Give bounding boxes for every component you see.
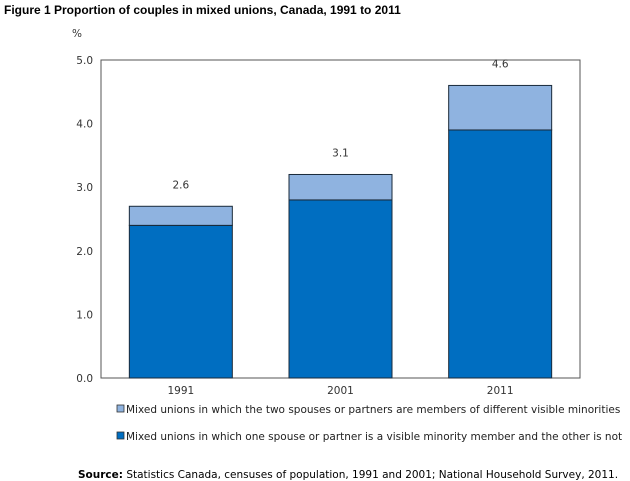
source-note: Source: Statistics Canada, censuses of p… [78,469,618,481]
y-tick-label: 4.0 [76,119,93,131]
legend-swatch [116,404,125,413]
bar-segment-2001-series-1 [288,173,393,201]
total-data-label: 3.1 [332,147,349,159]
y-tick-label: 5.0 [76,55,93,67]
bar-segment-1991-series-0 [128,224,233,379]
x-tick-label: 1991 [167,385,194,397]
source-label: Source: [78,469,123,481]
y-tick-label: 1.0 [76,309,93,321]
chart-title: Figure 1 Proportion of couples in mixed … [4,3,401,17]
bar-segment-2011-series-0 [448,129,553,379]
legend-entry: Mixed unions in which the two spouses or… [126,404,620,416]
x-tick-label: 2011 [487,385,514,397]
legend-swatch [116,431,125,440]
total-data-label: 2.6 [172,179,189,191]
legend-entry: Mixed unions in which one spouse or part… [126,431,622,443]
bar-segment-2001-series-0 [288,199,393,379]
total-data-label: 4.6 [492,58,509,70]
source-text: Statistics Canada, censuses of populatio… [122,469,619,481]
y-tick-label: 3.0 [76,182,93,194]
y-tick-label: 0.0 [76,373,93,385]
y-tick-label: 2.0 [76,246,93,258]
x-tick-label: 2001 [327,385,354,397]
y-axis-label: % [72,28,82,40]
bar-segment-2011-series-1 [448,84,553,131]
bar-segment-1991-series-1 [128,205,233,226]
